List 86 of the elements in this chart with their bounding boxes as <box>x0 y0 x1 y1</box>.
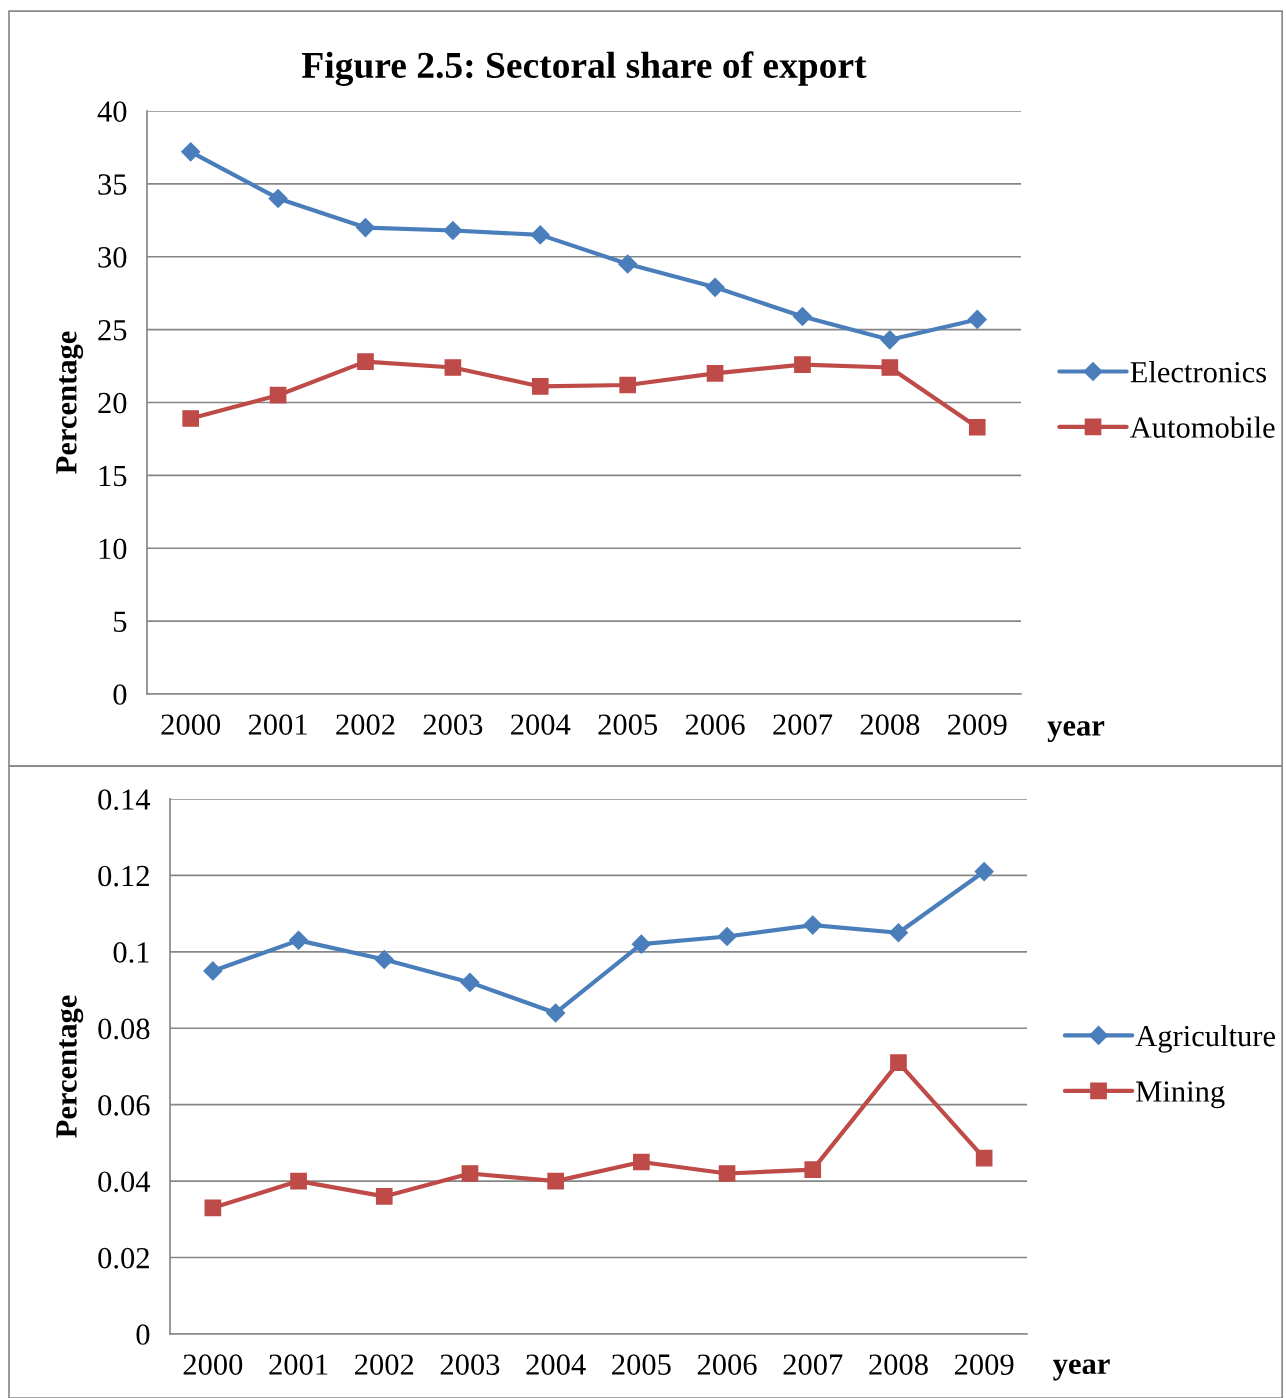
y-tick-label: 0.12 <box>98 865 149 887</box>
point <box>204 1199 222 1217</box>
point <box>444 359 462 376</box>
chart-title: Figure 2.5: Sectoral share of export <box>302 51 867 86</box>
point <box>890 1054 907 1071</box>
y-axis-title: Percentage <box>56 995 84 1138</box>
point <box>181 142 201 162</box>
y-tick-label: 0 <box>113 684 127 705</box>
point <box>968 418 986 436</box>
point <box>717 926 737 947</box>
x-axis-title: year <box>1053 1359 1110 1381</box>
y-tick-label: 0.1 <box>113 942 149 963</box>
point <box>633 1153 650 1171</box>
x-tick-label: 2001 <box>269 1354 328 1375</box>
x-tick-label: 2005 <box>612 1354 671 1375</box>
point <box>619 376 637 394</box>
y-tick-label: 40 <box>97 101 127 122</box>
x-tick-label: 2008 <box>869 1354 928 1375</box>
x-tick-label: 2008 <box>860 714 920 735</box>
point <box>530 225 550 245</box>
y-tick-label: 10 <box>99 538 127 560</box>
point <box>460 972 480 992</box>
point <box>290 1172 307 1190</box>
y-axis-title: Percentage <box>56 331 84 474</box>
point <box>881 359 899 376</box>
x-axis-title: year <box>1047 721 1105 743</box>
point <box>289 930 309 950</box>
x-tick-label: 2006 <box>697 1354 757 1375</box>
point <box>546 1003 566 1023</box>
point <box>803 915 823 935</box>
x-tick-label: 2001 <box>248 714 307 735</box>
y-tick-label: 25 <box>98 319 127 341</box>
point <box>706 365 724 382</box>
legend-label: Automobile <box>1129 416 1275 438</box>
x-tick-label: 2004 <box>526 1354 586 1375</box>
legend-label: Mining <box>1136 1081 1225 1109</box>
x-tick-label: 2003 <box>423 714 483 735</box>
point <box>705 277 725 297</box>
y-tick-label: 0 <box>136 1324 150 1345</box>
x-tick-label: 2003 <box>440 1354 500 1375</box>
y-tick-label: 15 <box>99 465 127 487</box>
x-tick-label: 2009 <box>954 1354 1014 1375</box>
point <box>880 330 900 350</box>
point <box>794 356 811 373</box>
y-tick-label: 5 <box>114 611 127 632</box>
point <box>888 923 908 943</box>
y-tick-label: 0.14 <box>98 789 151 810</box>
point <box>718 1165 736 1182</box>
point <box>975 1149 993 1167</box>
y-tick-label: 0.08 <box>98 1018 150 1040</box>
point <box>443 220 463 241</box>
y-tick-label: 0.06 <box>98 1094 150 1116</box>
y-tick-label: 0.04 <box>98 1171 151 1193</box>
y-tick-label: 35 <box>98 174 127 195</box>
point <box>269 386 287 404</box>
y-tick-label: 20 <box>98 392 127 414</box>
x-tick-label: 2007 <box>773 714 833 735</box>
y-tick-label: 0.02 <box>98 1247 149 1269</box>
point <box>531 378 549 395</box>
x-tick-label: 2005 <box>598 714 658 735</box>
legend-label: Electronics <box>1130 361 1267 383</box>
point <box>375 1188 393 1205</box>
x-tick-label: 2006 <box>685 714 745 735</box>
x-tick-label: 2000 <box>183 1354 243 1375</box>
point <box>355 218 376 238</box>
legend-label: Agriculture <box>1135 1024 1275 1053</box>
point <box>461 1165 479 1182</box>
x-tick-label: 2004 <box>511 714 571 735</box>
y-tick-label: 30 <box>98 247 127 268</box>
x-tick-label: 2002 <box>355 1354 414 1375</box>
point <box>631 934 651 954</box>
point <box>547 1172 564 1190</box>
x-tick-label: 2000 <box>161 714 221 735</box>
point <box>374 949 394 969</box>
point <box>203 961 223 981</box>
point <box>804 1161 822 1178</box>
point <box>792 306 812 327</box>
point <box>618 254 638 274</box>
point <box>967 309 987 329</box>
x-tick-label: 2009 <box>948 714 1007 735</box>
point <box>268 188 288 208</box>
x-tick-label: 2007 <box>783 1354 843 1375</box>
point <box>974 862 994 882</box>
point <box>357 353 374 371</box>
x-tick-label: 2002 <box>336 714 395 735</box>
point <box>182 410 200 427</box>
